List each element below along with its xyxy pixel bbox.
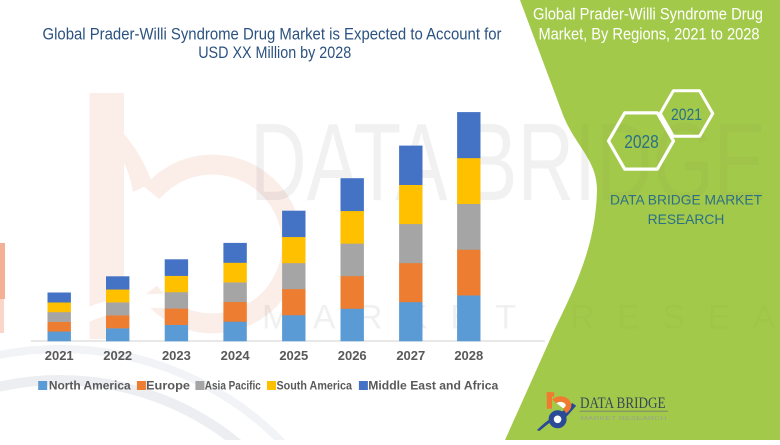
svg-text:Global Prader-Willi Syndrome D: Global Prader-Willi Syndrome Drug [533,5,763,24]
svg-text:Middle East and Africa: Middle East and Africa [368,378,498,392]
svg-text:2021: 2021 [45,348,74,363]
svg-text:MARKET RESEARCH: MARKET RESEARCH [581,416,667,422]
svg-text:RESEARCH: RESEARCH [648,212,725,227]
svg-text:DATA BRIDGE: DATA BRIDGE [580,395,666,412]
svg-text:2023: 2023 [162,348,191,363]
svg-text:2027: 2027 [396,348,425,363]
svg-text:2021: 2021 [671,105,702,124]
svg-text:2028: 2028 [454,348,483,363]
svg-text:2022: 2022 [103,348,132,363]
svg-text:North America: North America [49,378,131,392]
svg-text:Global Prader-Willi Syndrome D: Global Prader-Willi Syndrome Drug Market… [43,24,502,43]
svg-text:USD XX Million by 2028: USD XX Million by 2028 [198,43,351,62]
svg-text:2026: 2026 [338,348,367,363]
svg-text:2025: 2025 [279,348,308,363]
svg-text:South America: South America [277,378,353,392]
svg-text:Europe: Europe [146,378,190,392]
svg-text:Asia Pacific: Asia Pacific [205,378,261,392]
svg-text:2028: 2028 [624,132,659,152]
svg-text:Market, By Regions, 2021 to 20: Market, By Regions, 2021 to 2028 [539,25,760,44]
svg-text:2024: 2024 [221,348,251,363]
svg-text:DATA BRIDGE MARKET: DATA BRIDGE MARKET [610,193,763,208]
